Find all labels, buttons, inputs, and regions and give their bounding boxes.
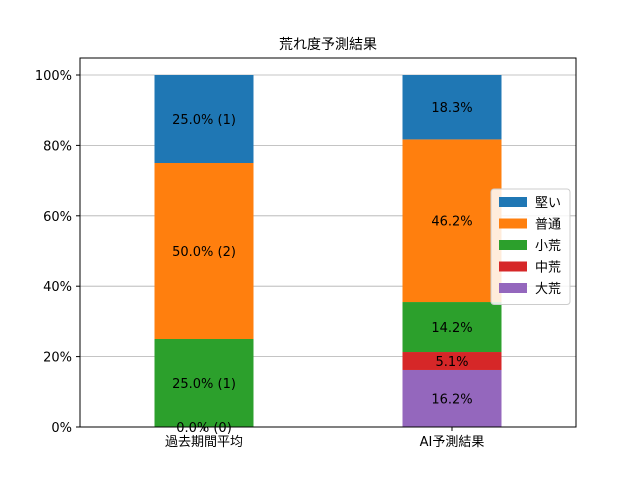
legend-label: 小荒: [535, 239, 561, 254]
y-tick-label: 80%: [43, 139, 72, 154]
legend-swatch: [499, 197, 527, 207]
x-tick-label: 過去期間平均: [165, 435, 243, 450]
legend-label: 堅い: [535, 196, 561, 211]
legend-swatch: [499, 261, 527, 272]
data-label: 5.1%: [435, 355, 468, 370]
y-tick-label: 60%: [43, 210, 72, 225]
data-label: 46.2%: [431, 215, 472, 230]
bar-segment: [402, 139, 502, 303]
legend-label: 大荒: [535, 282, 561, 297]
plot-frame: [79, 57, 577, 428]
bar-segment: [402, 369, 502, 427]
data-label: 16.2%: [431, 392, 472, 407]
legend-swatch: [499, 240, 527, 250]
legend-label: 普通: [535, 218, 561, 233]
data-label: 50.0% (2): [172, 245, 236, 260]
bar-segment: [402, 302, 502, 353]
legend-label: 中荒: [535, 261, 561, 276]
bars: [154, 75, 502, 427]
bar-segment: [402, 352, 502, 370]
bar-segment: [402, 75, 502, 140]
x-tick-label: AI予測結果: [420, 435, 485, 450]
legend-box: [490, 188, 571, 305]
data-label: 14.2%: [431, 321, 472, 336]
bar-segment: [154, 339, 254, 427]
y-tick-label: 40%: [43, 280, 72, 295]
legend-swatch: [499, 283, 527, 293]
data-label: 25.0% (1): [172, 113, 236, 128]
data-label: 18.3%: [431, 101, 472, 116]
y-tick-label: 20%: [43, 351, 72, 366]
bar-segment: [154, 163, 254, 339]
chart-title: 荒れ度予測結果: [279, 37, 377, 53]
y-tick-label: 0%: [51, 421, 72, 436]
data-label: 25.0% (1): [172, 377, 236, 392]
bar-segment: [154, 75, 254, 163]
axes: 0% 20% 40% 60% 80% 100% 過去期間平均 AI予測結果: [35, 57, 577, 450]
y-tick-label: 100%: [35, 69, 72, 84]
legend-swatch: [499, 218, 527, 229]
